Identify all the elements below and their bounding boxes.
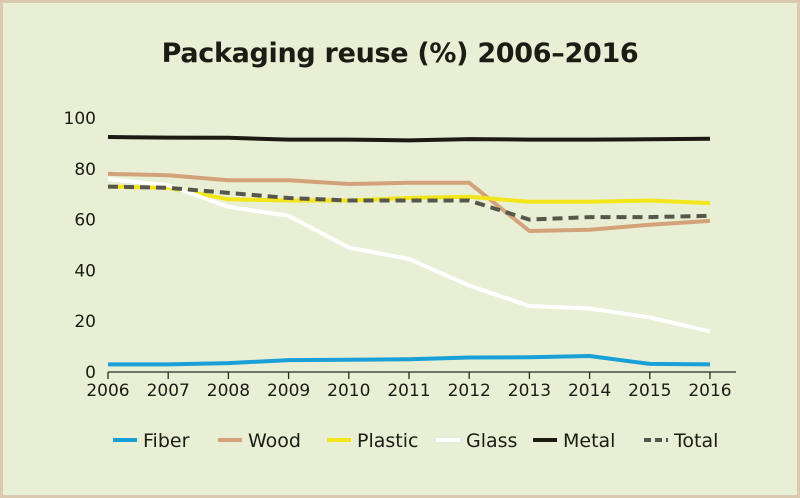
x-tick-label: 2014 — [568, 381, 611, 401]
x-tick-label: 2006 — [86, 381, 129, 401]
legend-label-wood: Wood — [248, 430, 301, 452]
series-line-fiber — [108, 354, 711, 367]
x-tick-label: 2010 — [327, 381, 370, 401]
x-tick-label: 2015 — [628, 381, 671, 401]
legend-label-plastic: Plastic — [357, 430, 418, 452]
x-tick-label: 2012 — [448, 381, 491, 401]
series-line-total — [107, 184, 711, 222]
y-tick-label: 0 — [85, 363, 96, 383]
series-line-glass — [107, 177, 711, 334]
x-tick-label: 2016 — [688, 381, 731, 401]
x-tick-label: 2007 — [147, 381, 190, 401]
series-line-plastic — [107, 184, 711, 206]
y-tick-label: 60 — [74, 211, 96, 231]
y-tick-label: 80 — [74, 160, 96, 180]
x-tick-label: 2013 — [508, 381, 551, 401]
legend-label-glass: Glass — [466, 430, 517, 452]
y-tick-label: 40 — [74, 261, 96, 281]
legend-label-fiber: Fiber — [143, 430, 190, 452]
series-line-metal — [107, 135, 711, 143]
x-tick-label: 2008 — [207, 381, 250, 401]
y-tick-label: 20 — [74, 312, 96, 332]
x-tick-label: 2011 — [387, 381, 430, 401]
series-line-wood — [107, 171, 711, 233]
legend-label-metal: Metal — [563, 430, 615, 452]
chart-title: Packaging reuse (%) 2006–2016 — [161, 38, 639, 69]
y-tick-label: 100 — [64, 109, 96, 129]
legend-label-total: Total — [673, 430, 718, 452]
x-tick-label: 2009 — [267, 381, 310, 401]
